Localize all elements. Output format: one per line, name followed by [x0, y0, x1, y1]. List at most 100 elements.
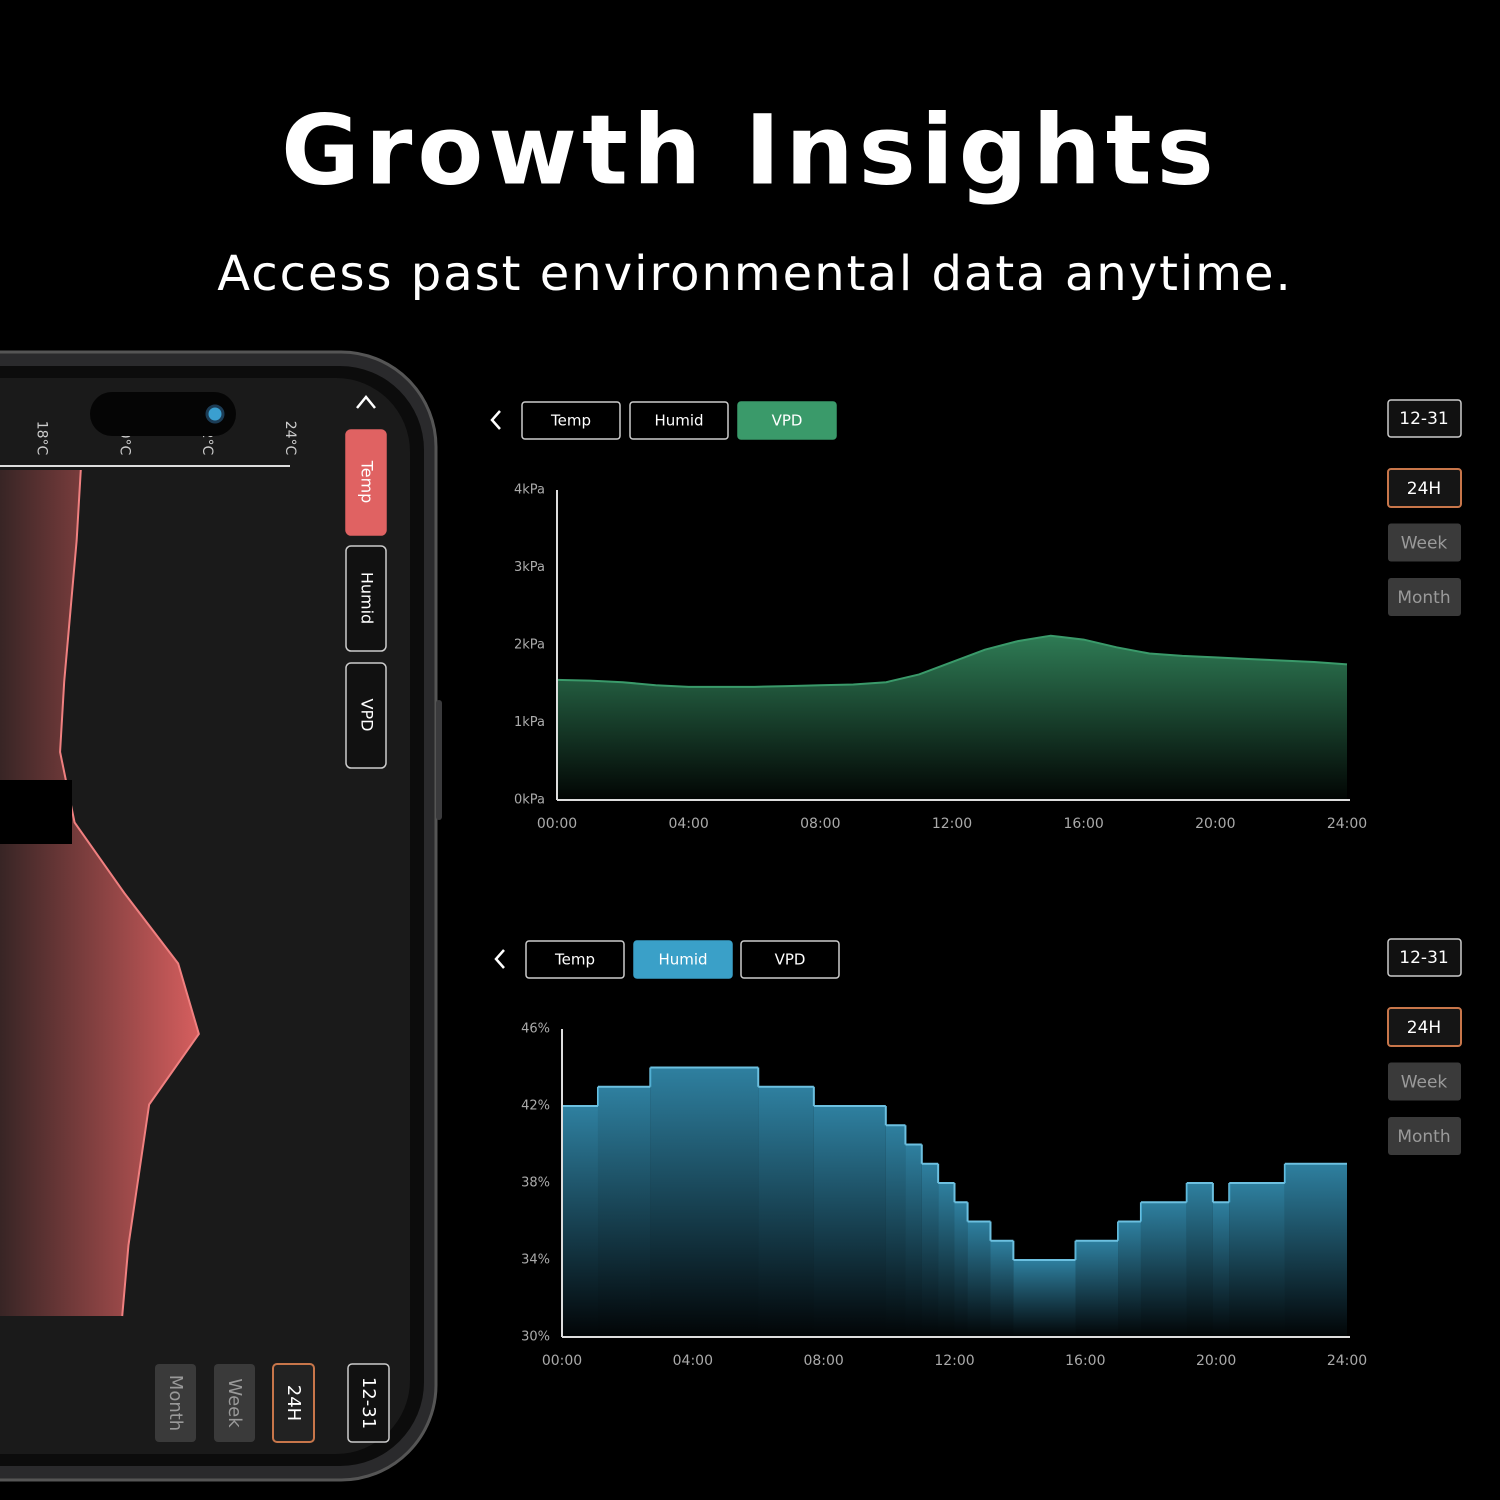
tab-button[interactable]: [633, 940, 733, 979]
camera-island: [90, 392, 236, 436]
range-label: Month: [1397, 588, 1450, 608]
step-area: [758, 1086, 814, 1337]
range-label: 24H: [283, 1385, 304, 1421]
range-button[interactable]: [1388, 1117, 1461, 1155]
tab-button[interactable]: [521, 401, 621, 440]
tab-label: Temp: [550, 412, 591, 430]
date-button[interactable]: [1387, 938, 1462, 977]
camera-lens: [205, 404, 225, 424]
range-button[interactable]: [272, 1363, 315, 1443]
x-tick-label: 04:00: [668, 816, 708, 832]
y-tick-label: 34%: [521, 1253, 550, 1268]
step-area: [1284, 1163, 1347, 1337]
chart-panel: Temp Humid VPD 12-31 24H Week Month 30% 34% 38% 42…: [494, 938, 1462, 1369]
tab-button[interactable]: [345, 545, 387, 652]
step-area: [1229, 1183, 1285, 1337]
step-area: [813, 1106, 886, 1337]
y-tick-label: 4kPa: [514, 483, 545, 498]
back-icon[interactable]: [494, 949, 505, 969]
step-area: [1212, 1202, 1230, 1337]
y-tick-label: 1kPa: [514, 715, 545, 730]
step-area: [967, 1221, 991, 1337]
area-line: [556, 634, 1348, 688]
range-label: Week: [224, 1378, 245, 1428]
y-tick-label: 46%: [521, 1022, 550, 1037]
y-tick-label: 2kPa: [514, 638, 545, 653]
x-tick-label: 08:00: [803, 1353, 843, 1369]
range-label: 24H: [1407, 479, 1441, 499]
x-tick-label: 18°C: [33, 421, 49, 456]
range-label: Month: [1397, 1127, 1450, 1147]
collapse-icon[interactable]: [356, 395, 376, 409]
x-tick-label: 00:00: [542, 1353, 582, 1369]
range-button[interactable]: [1388, 523, 1461, 562]
step-area: [1013, 1260, 1076, 1337]
tab-label: Humid: [658, 951, 707, 969]
date-label: 12-31: [1399, 948, 1448, 968]
range-button[interactable]: [1387, 1007, 1462, 1047]
tab-label: Humid: [358, 572, 377, 624]
step-area: [954, 1202, 968, 1337]
phone-side-button: [436, 700, 442, 820]
tab-label: Temp: [554, 951, 595, 969]
tooltip-block: [0, 780, 72, 844]
area-fill: [557, 635, 1347, 800]
x-tick-label: 12:00: [932, 816, 972, 832]
step-area: [1075, 1240, 1119, 1337]
step-area: [562, 1106, 598, 1337]
range-button[interactable]: [1387, 468, 1462, 508]
range-label: 24H: [1407, 1018, 1441, 1038]
step-area: [990, 1240, 1014, 1337]
range-button[interactable]: [1388, 1062, 1461, 1101]
date-button[interactable]: [347, 1363, 390, 1443]
range-label: Month: [165, 1375, 186, 1431]
range-label: Week: [1401, 534, 1448, 554]
tab-label: Humid: [654, 412, 703, 430]
range-button[interactable]: [1388, 578, 1461, 616]
x-tick-label: 16:00: [1065, 1353, 1105, 1369]
step-area: [921, 1163, 939, 1337]
x-tick-label: 12:00: [934, 1353, 974, 1369]
x-tick-label: 00:00: [537, 816, 577, 832]
step-area: [597, 1086, 651, 1337]
step-area: [1140, 1202, 1187, 1337]
tab-button[interactable]: [345, 662, 387, 769]
date-label: 12-31: [358, 1377, 379, 1429]
right-charts: Temp Humid VPD 12-31 24H Week Month 0kPa 1kPa 2kP…: [490, 399, 1462, 1369]
step-area: [885, 1125, 906, 1337]
area-line: [59, 469, 200, 1317]
x-tick-label: 04:00: [673, 1353, 713, 1369]
step-area: [1186, 1183, 1213, 1337]
tab-button[interactable]: [740, 940, 840, 979]
tab-label: VPD: [358, 699, 377, 732]
date-label: 12-31: [1399, 409, 1448, 429]
date-button[interactable]: [1387, 399, 1462, 438]
tab-label: Temp: [358, 460, 377, 504]
range-button[interactable]: [155, 1364, 196, 1442]
page-subtitle: Access past environmental data anytime.: [217, 246, 1293, 302]
x-tick-label: 20:00: [1195, 816, 1235, 832]
range-label: Week: [1401, 1073, 1448, 1093]
step-area: [650, 1067, 759, 1337]
y-tick-label: 38%: [521, 1176, 550, 1191]
tab-label: VPD: [775, 951, 806, 969]
tab-button[interactable]: [345, 429, 387, 536]
y-tick-label: 3kPa: [514, 560, 545, 575]
x-tick-label: 24:00: [1327, 1353, 1367, 1369]
x-tick-label: 24:00: [1327, 816, 1367, 832]
step-area: [1118, 1221, 1141, 1337]
y-tick-label: 30%: [521, 1330, 550, 1345]
x-tick-label: 20:00: [1196, 1353, 1236, 1369]
page-title: Growth Insights: [281, 94, 1219, 206]
range-button[interactable]: [214, 1364, 255, 1442]
y-tick-label: 42%: [521, 1099, 550, 1114]
tab-button[interactable]: [737, 401, 837, 440]
y-tick-label: 0kPa: [514, 793, 545, 808]
chart-panel: Temp Humid VPD 12-31 24H Week Month 0kPa 1kPa 2kP…: [490, 399, 1462, 832]
back-icon[interactable]: [490, 410, 501, 430]
x-tick-label: 24°C: [282, 421, 298, 456]
tab-button[interactable]: [629, 401, 729, 440]
tab-button[interactable]: [525, 940, 625, 979]
